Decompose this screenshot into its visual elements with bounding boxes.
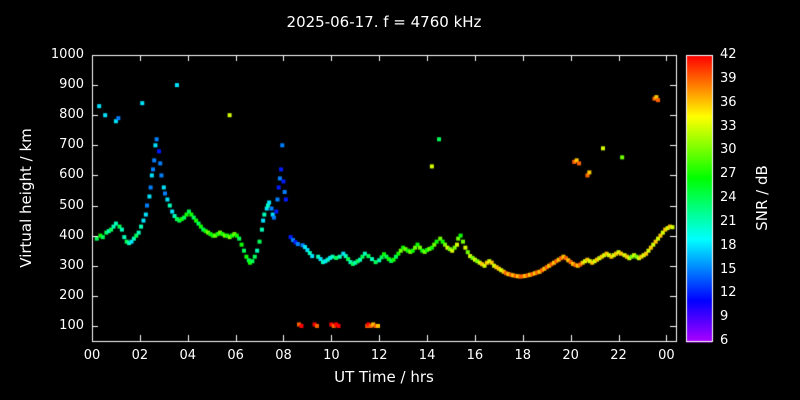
colorbar-tick-label: 24 <box>720 190 737 205</box>
chart-title: 2025-06-17. f = 4760 kHz <box>286 13 482 31</box>
y-tick-label: 600 <box>59 167 84 183</box>
x-tick-label: 04 <box>179 348 196 363</box>
x-tick-label: 22 <box>610 348 627 363</box>
x-tick-label: 16 <box>466 348 484 363</box>
y-tick-label: 300 <box>59 257 84 273</box>
colorbar-label: SNR / dB <box>753 165 771 231</box>
x-tick-label: 12 <box>370 348 388 363</box>
x-tick-label: 06 <box>227 348 244 363</box>
colorbar-tick-label: 9 <box>720 309 729 325</box>
colorbar-tick-label: 39 <box>720 70 737 86</box>
colorbar-tick-label: 12 <box>720 285 737 301</box>
colorbar-tick-label: 21 <box>720 213 737 229</box>
y-tick-label: 500 <box>59 197 84 213</box>
x-tick-label: 02 <box>131 348 149 363</box>
colorbar-tick-label: 36 <box>720 94 737 110</box>
y-tick-label: 700 <box>59 137 84 153</box>
x-tick-label: 10 <box>323 348 340 363</box>
x-tick-label: 18 <box>514 348 532 363</box>
x-tick-label: 08 <box>275 348 292 363</box>
x-tick-label: 00 <box>83 348 101 363</box>
x-axis-label: UT Time / hrs <box>334 368 434 386</box>
colorbar-tick-label: 30 <box>720 142 737 158</box>
x-tick-label: 14 <box>418 348 436 363</box>
colorbar-tick-label: 33 <box>720 118 737 134</box>
colorbar-tick-label: 42 <box>720 47 737 62</box>
y-tick-label: 1000 <box>50 47 84 62</box>
colorbar-tick-label: 27 <box>720 166 737 182</box>
y-tick-label: 800 <box>59 107 84 123</box>
y-tick-label: 200 <box>59 287 84 303</box>
colorbar-tick-label: 18 <box>720 237 737 253</box>
x-tick-label: 20 <box>562 348 579 363</box>
y-tick-label: 400 <box>59 227 84 243</box>
x-tick-label: 00 <box>658 348 675 363</box>
colorbar-tick-label: 6 <box>720 333 729 348</box>
colorbar-tick-label: 15 <box>720 261 737 277</box>
y-tick-label: 100 <box>59 317 84 333</box>
y-tick-label: 900 <box>59 77 84 93</box>
